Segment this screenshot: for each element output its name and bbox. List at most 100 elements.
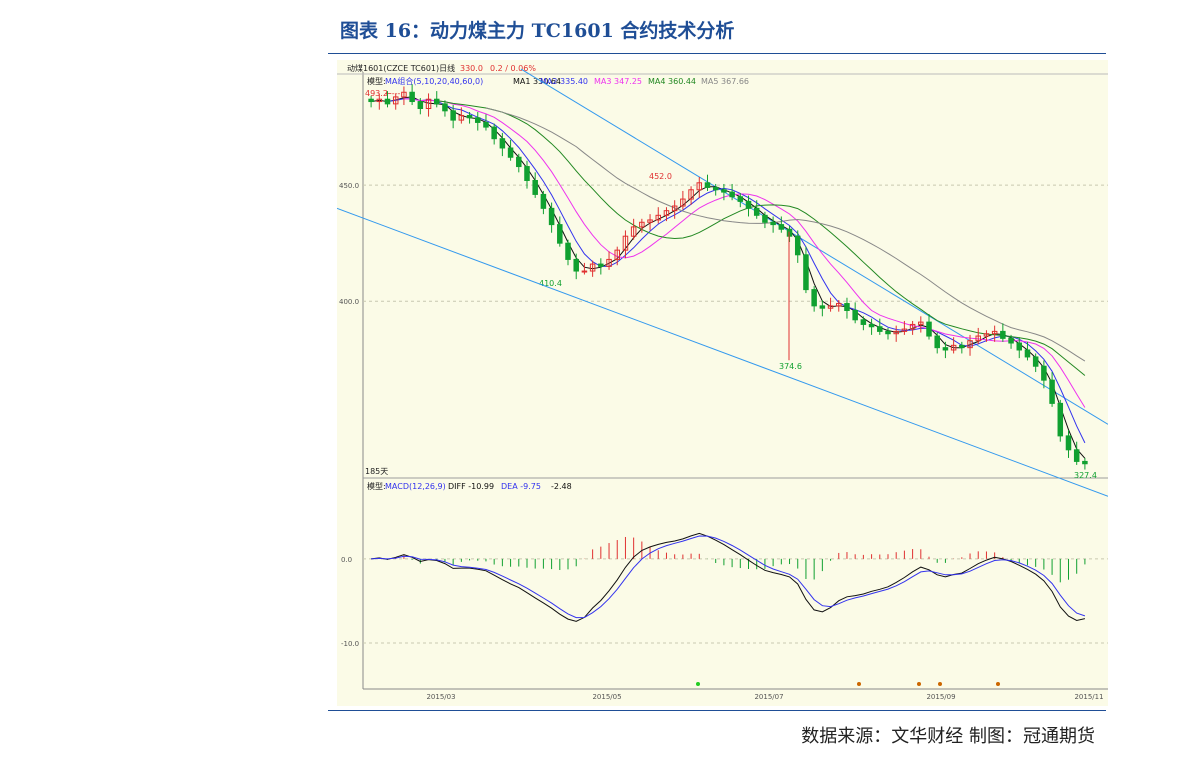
price-tick-label: 400.0 (339, 298, 359, 306)
candle-body (745, 200, 752, 209)
candle-body (499, 138, 506, 149)
ma4-line (436, 100, 1086, 376)
candle-body (991, 330, 998, 335)
low2-label: 374.6 (779, 362, 802, 371)
candle-body (950, 344, 957, 351)
candle-body (778, 224, 785, 230)
candle-body (721, 189, 727, 193)
candle-body (655, 214, 662, 221)
x-tick-label: 2015/07 (754, 693, 783, 701)
contract-name: 动煤1601(CZCE TC601)日线 (347, 63, 455, 73)
candle-body (630, 226, 637, 237)
x-tick-label: 2015/05 (592, 693, 621, 701)
ma-model: MA组合(5,10,20,40,60,0) (385, 76, 483, 86)
candle-body (975, 335, 981, 342)
diff-value: DIFF -10.99 (448, 482, 494, 491)
candle-body (475, 117, 481, 123)
candle-body (959, 344, 965, 349)
candle-body (1024, 349, 1031, 358)
x-tick-label: 2015/09 (926, 693, 955, 701)
candle-body (639, 221, 645, 228)
candle-body (680, 198, 686, 207)
macd-label: MACD(12,26,9) (385, 482, 446, 491)
candle-body (1041, 365, 1047, 381)
x-tick-label: 2015/03 (426, 693, 455, 701)
signal-dot (996, 682, 1000, 686)
candle-body (942, 347, 949, 351)
candle-body (622, 235, 629, 251)
candle-body (507, 147, 514, 158)
model-label: 模型: (367, 76, 386, 86)
candle-body (466, 114, 473, 119)
candle-body (1016, 342, 1023, 351)
candle-body (688, 189, 694, 200)
candle-body (934, 335, 940, 349)
candle-body (401, 91, 407, 98)
bottom-rule (328, 710, 1106, 711)
candle-body (647, 219, 653, 223)
candle-body (885, 330, 891, 335)
signal-dot (917, 682, 921, 686)
ma1-value: MA1 330.64 (513, 77, 561, 86)
candle-body (803, 254, 809, 291)
candle-body (614, 249, 620, 260)
candle-body (762, 214, 768, 223)
price-tick-label: 450.0 (339, 182, 359, 190)
candle-body (967, 340, 973, 349)
low3-label: 327.4 (1074, 471, 1097, 480)
candle-body (729, 191, 735, 198)
candle-body (557, 224, 563, 244)
candle-body (606, 258, 612, 267)
signal-dot (857, 682, 861, 686)
last-price: 330.0 (460, 64, 483, 73)
signal-dot (938, 682, 942, 686)
signal-dot (696, 682, 700, 686)
candle-body (589, 263, 596, 272)
days-label: 185天 (365, 467, 388, 476)
macd-tick-label: 0.0 (341, 556, 352, 564)
candle-body (852, 310, 858, 321)
candle-body (368, 98, 374, 103)
candle-body (409, 91, 415, 103)
candle-body (909, 323, 916, 330)
candle-body (1049, 379, 1055, 404)
dea-line (371, 535, 1086, 619)
candle-body (450, 110, 456, 121)
candle-body (548, 207, 555, 226)
candle-body (1008, 337, 1014, 344)
figure-title: 图表 16：动力煤主力 TC1601 合约技术分析 (340, 20, 735, 42)
candle-body (983, 333, 990, 337)
candle-body (901, 328, 908, 332)
candle-body (417, 101, 424, 110)
candle-body (384, 98, 391, 105)
candle-body (671, 205, 678, 212)
candle-body (376, 98, 383, 103)
candle-body (392, 96, 399, 105)
candle-body (1057, 402, 1064, 437)
ma5-line (485, 107, 1086, 362)
ma3-line (403, 98, 1086, 408)
candle-body (573, 258, 579, 272)
candle-body (918, 321, 924, 325)
candle-body (1065, 435, 1072, 451)
candle-body (1073, 449, 1080, 462)
chart-panel: 动煤1601(CZCE TC601)日线 330.0 0.2 / 0.06% 模… (336, 60, 1109, 706)
candle-body (868, 323, 875, 328)
candle-body (770, 221, 776, 226)
candle-body (663, 210, 670, 216)
candle-body (598, 263, 604, 267)
candle-body (565, 242, 571, 260)
ma2-value: MA2 335.40 (540, 77, 588, 86)
candle-body (811, 289, 817, 307)
ma1-line (371, 96, 1086, 459)
macd-value: -2.48 (551, 482, 572, 491)
candle-body (844, 303, 850, 312)
candle-body (712, 186, 719, 191)
candle-body (737, 196, 744, 202)
dea-value: DEA -9.75 (501, 482, 541, 491)
ma5-value: MA5 367.66 (701, 77, 749, 86)
candle-body (433, 98, 440, 105)
candle-body (483, 121, 489, 128)
low1-label: 410.4 (539, 279, 562, 288)
mid-high-label: 452.0 (649, 172, 672, 181)
